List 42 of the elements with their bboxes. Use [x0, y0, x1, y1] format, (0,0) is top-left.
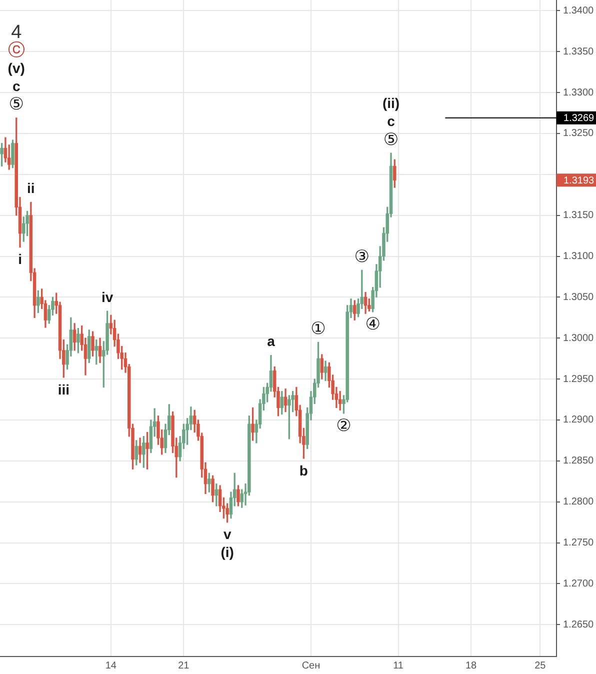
y-tick-label: 1.3050	[563, 292, 594, 303]
x-tick-label: 21	[178, 660, 190, 672]
annotation: ④	[365, 314, 380, 334]
annotation: c	[387, 112, 396, 129]
y-tick-label: 1.3400	[563, 5, 594, 16]
y-tick-label: 1.2900	[563, 414, 594, 426]
y-tick-label: 1.2950	[563, 374, 594, 385]
annotation: ②	[336, 416, 352, 436]
x-tick-label: 11	[393, 660, 404, 672]
text: 1.3193	[564, 175, 595, 186]
annotation: ①	[310, 318, 326, 338]
annotation: a	[267, 333, 276, 350]
annotation: b	[299, 462, 308, 478]
annotation: iii	[58, 381, 70, 398]
y-tick-label: 1.2700	[563, 578, 594, 590]
x-tick-label: 25	[534, 660, 546, 672]
y-tick-label: 1.3250	[563, 128, 594, 140]
y-tick-label: 1.3000	[563, 332, 594, 344]
y-tick-label: 1.2850	[563, 456, 594, 467]
y-tick-label: 1.3150	[563, 210, 594, 222]
annotation: ③	[354, 246, 370, 266]
annotation: v	[223, 526, 232, 542]
x-tick-label: Сен	[302, 660, 320, 672]
y-tick-label: 1.2800	[563, 496, 594, 508]
annotation: ⓒ	[8, 40, 25, 60]
annotation: (ii)	[382, 94, 400, 111]
y-tick-label: 1.2750	[563, 538, 594, 549]
annotation: (v)	[8, 60, 25, 76]
annotation: ii	[27, 180, 35, 196]
annotation: ⑤	[8, 94, 24, 114]
x-tick-label: 18	[465, 660, 478, 672]
ref-line-label: 1.3269	[564, 113, 595, 124]
y-tick-label: 1.3300	[563, 87, 594, 98]
y-tick-label: 1.2650	[563, 619, 594, 630]
annotation: c	[12, 78, 20, 94]
annotation: (i)	[220, 544, 234, 560]
y-tick-label: 1.3350	[563, 46, 594, 58]
x-tick-label: 14	[105, 660, 117, 672]
annotation: iv	[101, 288, 114, 305]
y-tick-label: 1.3100	[563, 251, 594, 262]
annotation: ⑤	[383, 130, 399, 149]
annotation: i	[18, 251, 22, 268]
